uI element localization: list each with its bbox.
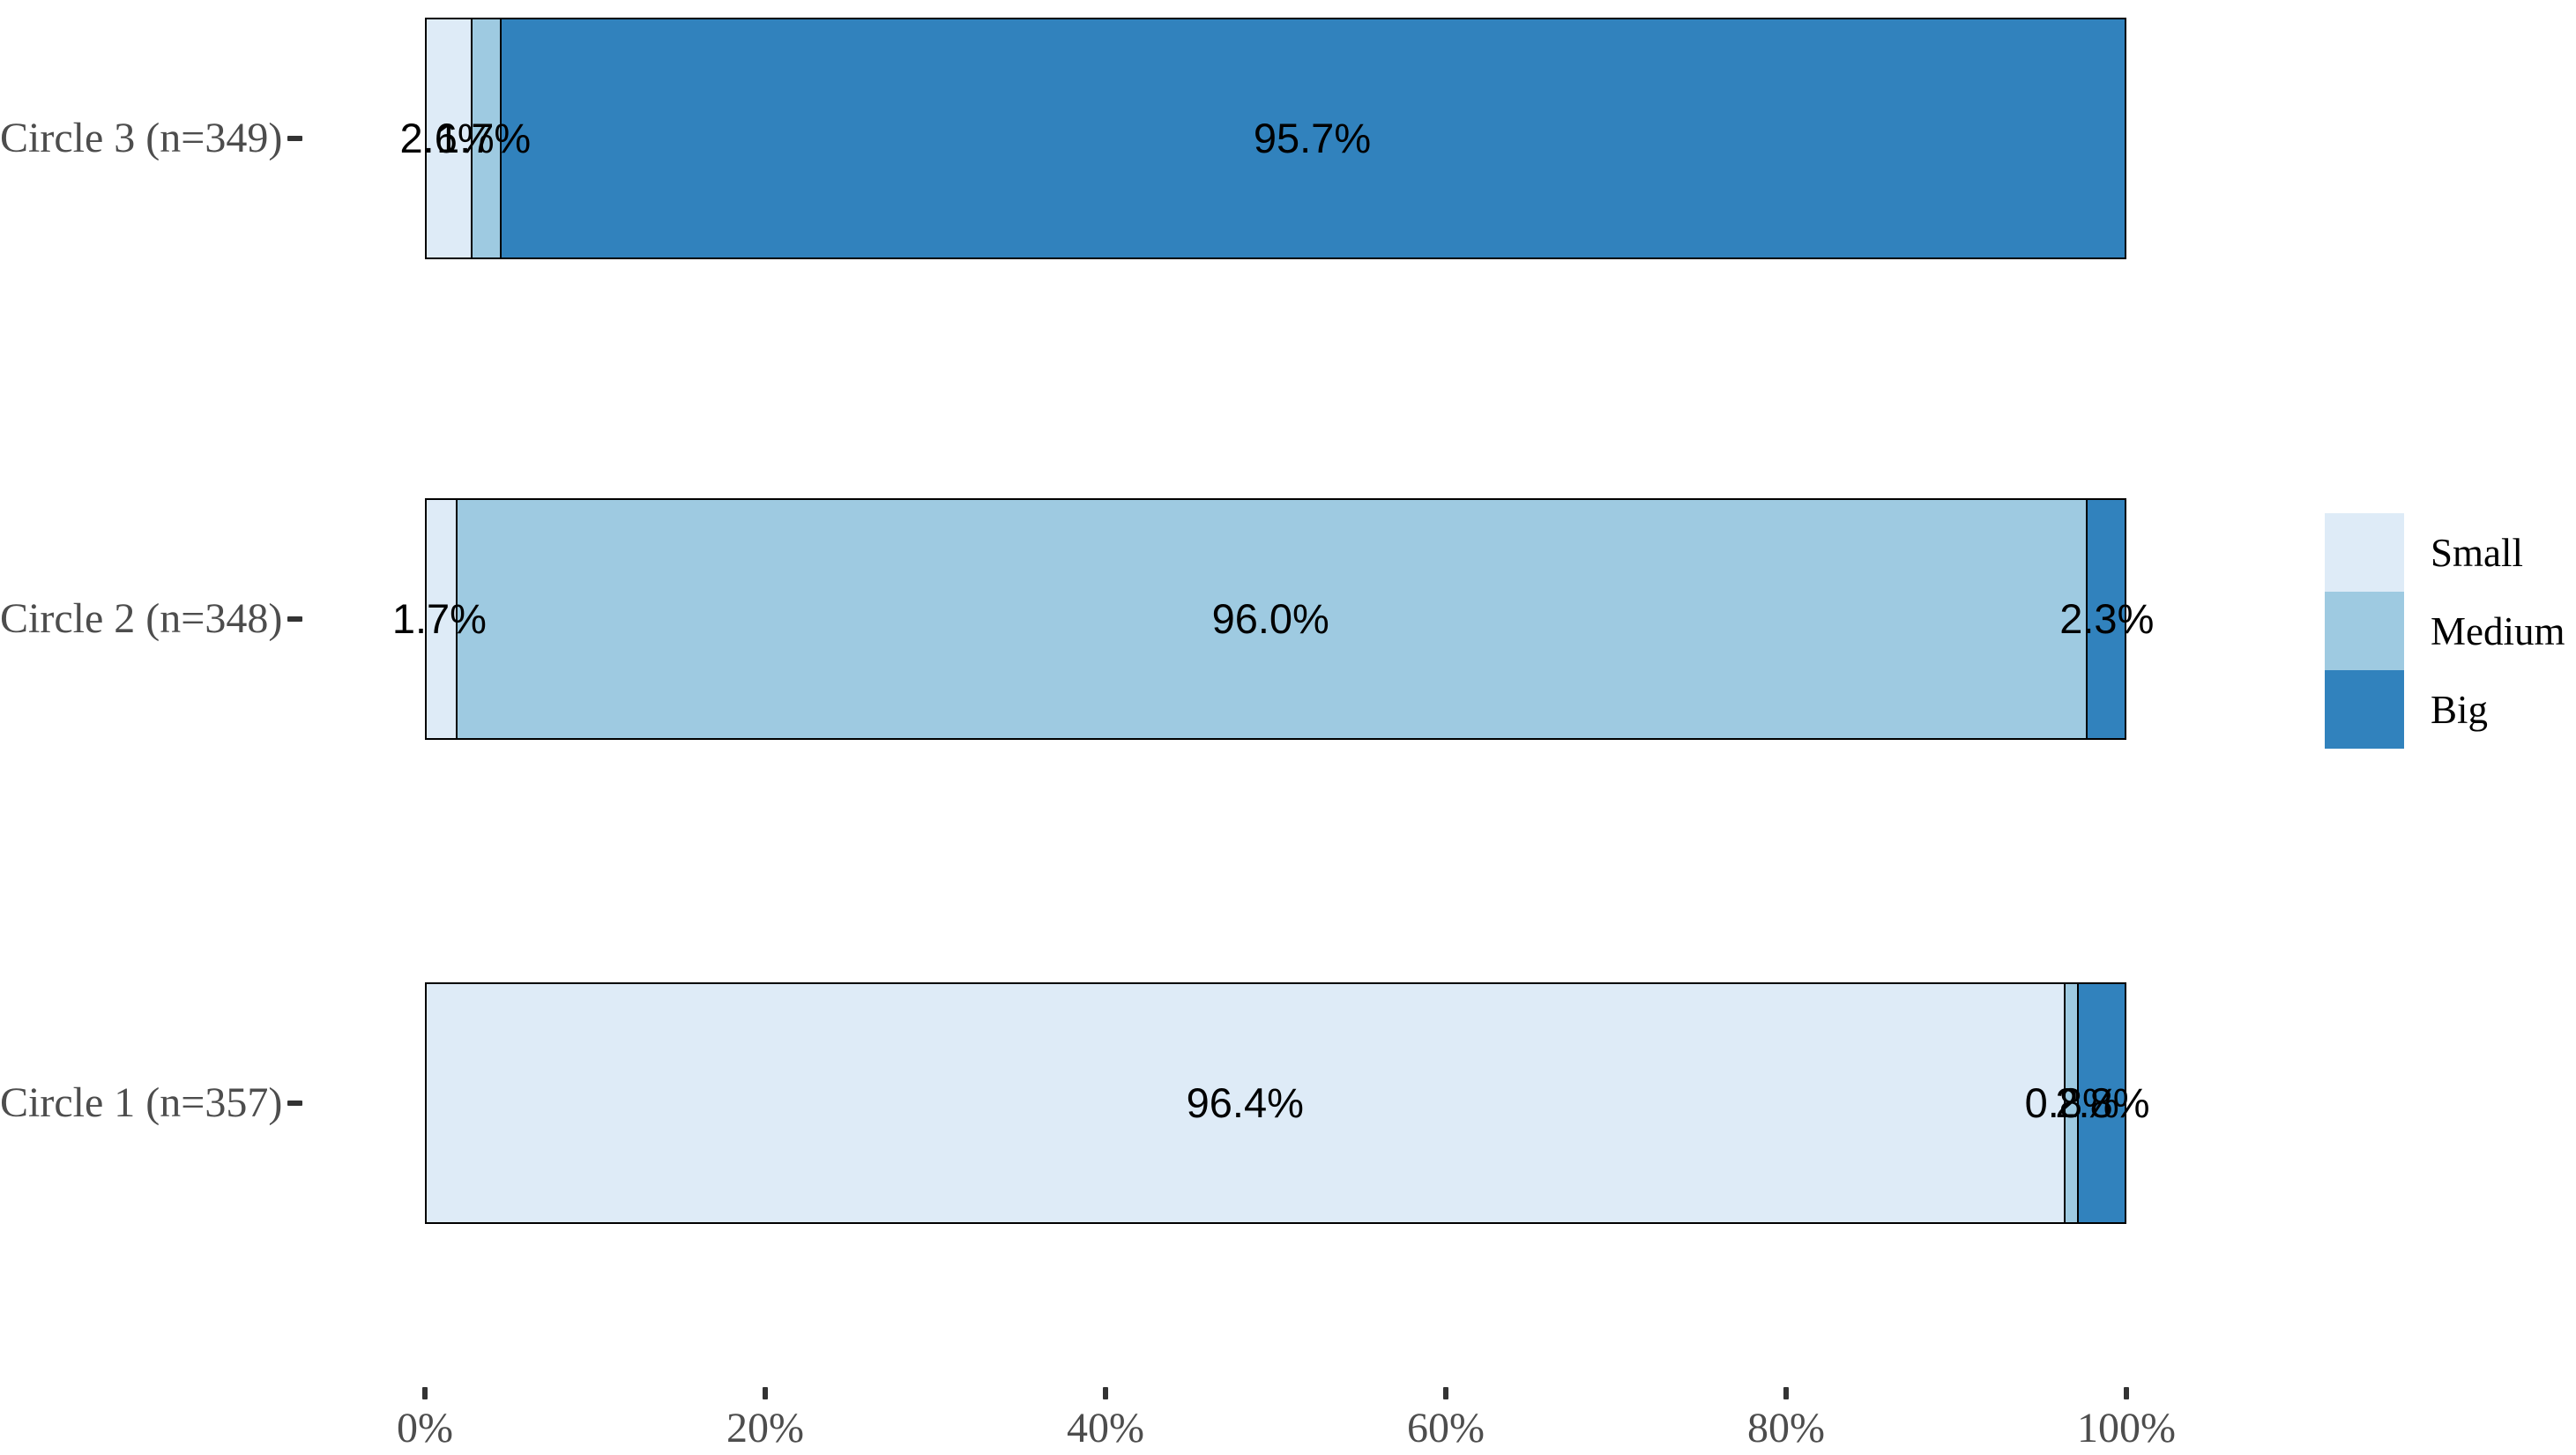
x-axis-tick-mark — [1783, 1387, 1789, 1399]
bar-value-label: 1.7% — [436, 115, 532, 161]
x-axis-tick-mark — [422, 1387, 428, 1399]
bar-segment-medium — [2063, 984, 2078, 1222]
bar-segment-small — [427, 500, 456, 738]
bar-row — [425, 498, 2126, 740]
x-axis-tick-label: 80% — [1747, 1405, 1825, 1451]
x-axis-tick-mark — [1103, 1387, 1108, 1399]
x-axis-tick-label: 40% — [1067, 1405, 1144, 1451]
bar-value-label: 2.6% — [399, 115, 495, 161]
legend-swatch-medium — [2325, 592, 2404, 670]
bar-value-label: 1.7% — [391, 595, 487, 642]
bar-value-label: 96.0% — [1211, 595, 1329, 642]
bar-segment-big — [499, 19, 2125, 257]
legend-item: Small — [2325, 513, 2565, 592]
bar-value-label: 95.7% — [1253, 115, 1372, 161]
legend-swatch-small — [2325, 513, 2404, 592]
legend-label: Medium — [2431, 608, 2565, 653]
bar-segment-big — [2085, 500, 2125, 738]
bar-segment-small — [427, 19, 472, 257]
bar-segment-small — [427, 984, 2064, 1222]
x-axis-tick-label: 20% — [726, 1405, 804, 1451]
legend-swatch-big — [2325, 670, 2404, 749]
bar-row — [425, 982, 2126, 1224]
bar-value-label: 0.8% — [2024, 1079, 2119, 1126]
legend-item: Big — [2325, 670, 2565, 749]
x-axis-tick-label: 0% — [397, 1405, 453, 1451]
x-axis-tick-mark — [2124, 1387, 2129, 1399]
x-axis-tick-mark — [763, 1387, 768, 1399]
bar-row — [425, 18, 2126, 259]
bar-segment-medium — [455, 500, 2086, 738]
legend-item: Medium — [2325, 592, 2565, 670]
y-axis-label: Circle 3 (n=349) — [0, 115, 283, 161]
y-axis-tick-mark — [287, 1101, 302, 1106]
y-axis-tick-mark — [287, 616, 302, 622]
bar-value-label: 96.4% — [1186, 1079, 1304, 1126]
legend: Small Medium Big — [2325, 513, 2565, 749]
bar-segment-big — [2077, 984, 2125, 1222]
y-axis-tick-mark — [287, 136, 302, 141]
bar-segment-medium — [471, 19, 500, 257]
legend-label: Big — [2431, 687, 2489, 732]
x-axis-tick-mark — [1443, 1387, 1448, 1399]
x-axis-tick-label: 60% — [1407, 1405, 1485, 1451]
y-axis-label: Circle 2 (n=348) — [0, 595, 283, 642]
x-axis-tick-label: 100% — [2077, 1405, 2176, 1451]
y-axis-label: Circle 1 (n=357) — [0, 1079, 283, 1126]
bar-value-label: 2.3% — [2059, 595, 2155, 642]
bar-value-label: 2.8% — [2055, 1079, 2150, 1126]
legend-label: Small — [2431, 530, 2524, 575]
